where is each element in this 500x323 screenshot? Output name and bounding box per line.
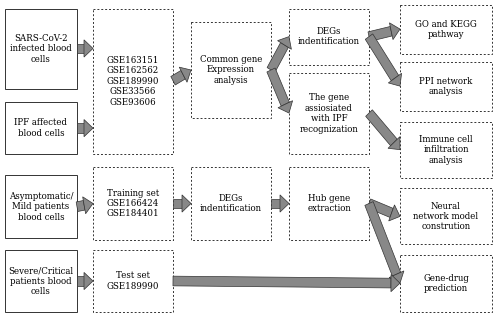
Bar: [93, 9, 173, 154]
Bar: [191, 22, 271, 119]
Polygon shape: [368, 26, 392, 41]
Polygon shape: [388, 73, 402, 86]
Polygon shape: [267, 68, 289, 106]
Polygon shape: [182, 195, 191, 212]
Bar: [5, 175, 77, 238]
Bar: [400, 122, 492, 178]
Text: GSE163151
GSE162562
GSE189990
GSE33566
GSE93606: GSE163151 GSE162562 GSE189990 GSE33566 G…: [107, 56, 159, 107]
Bar: [93, 250, 173, 312]
Text: Hub gene
extraction: Hub gene extraction: [307, 194, 351, 213]
Bar: [5, 250, 77, 312]
Polygon shape: [84, 40, 93, 57]
Polygon shape: [171, 70, 186, 85]
Text: Test set
GSE189990: Test set GSE189990: [107, 271, 159, 291]
Polygon shape: [77, 123, 84, 133]
Bar: [400, 62, 492, 111]
Polygon shape: [365, 202, 400, 276]
Polygon shape: [389, 271, 404, 283]
Text: Immune cell
infiltration
analysis: Immune cell infiltration analysis: [419, 135, 473, 164]
Text: Asymptomatic/
Mild patients
blood cells: Asymptomatic/ Mild patients blood cells: [9, 192, 73, 222]
Bar: [289, 167, 369, 240]
Polygon shape: [388, 205, 400, 221]
Polygon shape: [366, 34, 398, 81]
Text: IPF affected
blood cells: IPF affected blood cells: [14, 119, 68, 138]
Polygon shape: [77, 276, 84, 286]
Text: DEGs
indentification: DEGs indentification: [200, 194, 262, 213]
Text: The gene
assiosiated
with IPF
recognization: The gene assiosiated with IPF recognizat…: [300, 93, 358, 134]
Bar: [400, 255, 492, 312]
Polygon shape: [173, 276, 391, 288]
Polygon shape: [173, 199, 182, 208]
Text: Gene-drug
prediction: Gene-drug prediction: [423, 274, 469, 293]
Polygon shape: [267, 43, 288, 72]
Polygon shape: [76, 201, 85, 212]
Polygon shape: [84, 120, 93, 137]
Polygon shape: [366, 110, 398, 146]
Polygon shape: [388, 137, 400, 150]
Text: Training set
GSE166424
GSE184401: Training set GSE166424 GSE184401: [106, 189, 160, 218]
Bar: [400, 5, 492, 54]
Bar: [400, 188, 492, 245]
Bar: [191, 167, 271, 240]
Bar: [289, 9, 369, 65]
Text: Severe/Critical
patients blood
cells: Severe/Critical patients blood cells: [8, 266, 74, 296]
Text: Neural
network model
constrution: Neural network model constrution: [414, 202, 478, 231]
Text: GO and KEGG
pathway: GO and KEGG pathway: [415, 20, 477, 39]
Polygon shape: [278, 101, 292, 113]
Polygon shape: [82, 197, 93, 214]
Text: DEGs
indentification: DEGs indentification: [298, 27, 360, 46]
Polygon shape: [271, 199, 280, 208]
Polygon shape: [368, 199, 393, 217]
Bar: [93, 167, 173, 240]
Polygon shape: [390, 23, 400, 40]
Polygon shape: [280, 195, 289, 212]
Polygon shape: [77, 44, 84, 53]
Bar: [289, 73, 369, 154]
Text: PPI network
analysis: PPI network analysis: [420, 77, 472, 96]
Polygon shape: [391, 275, 400, 292]
Text: Common gene
Expression
analysis: Common gene Expression analysis: [200, 55, 262, 85]
Polygon shape: [84, 272, 93, 290]
Polygon shape: [179, 67, 191, 82]
Polygon shape: [278, 36, 291, 49]
Text: SARS-CoV-2
infected blood
cells: SARS-CoV-2 infected blood cells: [10, 34, 72, 64]
Bar: [5, 102, 77, 154]
Bar: [5, 9, 77, 89]
